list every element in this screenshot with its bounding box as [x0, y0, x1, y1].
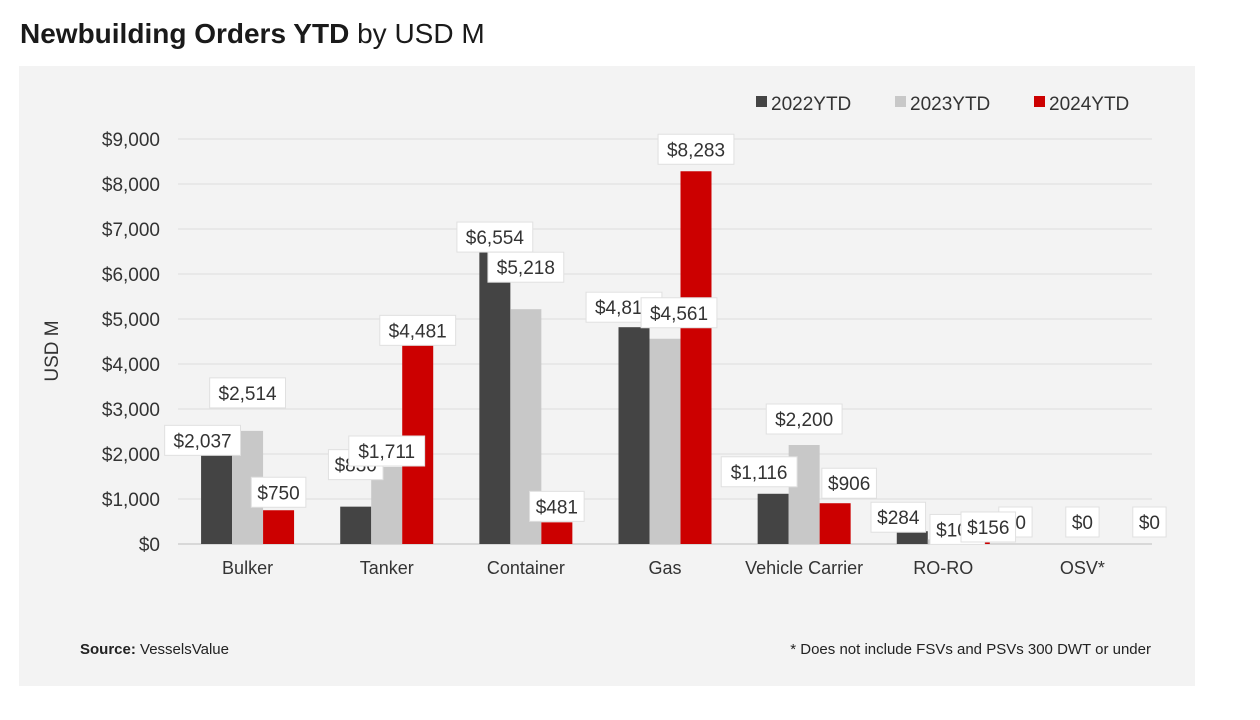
- bar: [757, 493, 789, 544]
- data-label-box: [164, 424, 241, 456]
- bar: [479, 249, 511, 544]
- bar: [649, 338, 681, 544]
- bar: [263, 510, 295, 544]
- legend-label: 2023YTD: [910, 94, 990, 115]
- data-label-box: [348, 435, 426, 467]
- legend-swatch: [756, 96, 767, 107]
- data-label-box: [821, 467, 877, 499]
- data-label-box: [456, 221, 534, 253]
- x-tick-label: Gas: [648, 558, 681, 578]
- chart-panel: [19, 66, 1195, 686]
- y-tick-label: $4,000: [102, 355, 160, 376]
- data-label-box: [640, 297, 718, 329]
- data-label-box: [1132, 506, 1167, 538]
- data-label: $1,116: [731, 463, 788, 484]
- chart-title-bold: Newbuilding Orders YTD: [20, 18, 350, 49]
- data-label: $481: [536, 497, 578, 518]
- source-value: VesselsValue: [140, 641, 229, 658]
- data-label-box: [487, 251, 565, 283]
- data-label: $284: [877, 508, 920, 529]
- y-tick-label: $2,000: [102, 445, 160, 466]
- data-label: $4,481: [389, 321, 447, 342]
- y-tick-label: $8,000: [102, 175, 160, 196]
- bar: [819, 503, 851, 544]
- data-label: $8,283: [667, 140, 725, 161]
- data-label-box: [209, 377, 286, 409]
- data-label-box: [657, 133, 735, 165]
- y-tick-label: $7,000: [102, 220, 160, 241]
- data-label-box: [960, 511, 1017, 543]
- data-label-box: [379, 314, 457, 346]
- y-tick-label: $9,000: [102, 130, 160, 151]
- data-label: $2,200: [775, 410, 833, 431]
- x-tick-label: OSV*: [1060, 558, 1105, 578]
- x-tick-label: RO-RO: [913, 558, 973, 578]
- data-label: $6,554: [466, 228, 525, 249]
- data-label: $2,514: [219, 384, 278, 405]
- x-tick-label: Bulker: [222, 558, 273, 578]
- x-tick-label: Vehicle Carrier: [745, 558, 863, 578]
- bar: [541, 522, 573, 544]
- y-tick-label: $3,000: [102, 400, 160, 421]
- data-label-box: [720, 456, 798, 488]
- data-label: $156: [967, 518, 1009, 539]
- bar: [618, 327, 650, 544]
- chart-title-unit: by USD M: [349, 18, 485, 49]
- data-label: $5,218: [497, 258, 555, 279]
- y-axis-title: USD M: [42, 320, 63, 381]
- legend-swatch: [1034, 96, 1045, 107]
- y-tick-label: $6,000: [102, 265, 160, 286]
- data-label: $0: [1072, 513, 1093, 534]
- footnote: * Does not include FSVs and PSVs 300 DWT…: [790, 641, 1151, 658]
- data-label-box: [529, 490, 585, 522]
- source-note: Source: VesselsValue: [80, 641, 229, 658]
- data-label-box: [1065, 506, 1100, 538]
- data-label-box: [870, 501, 927, 533]
- bar: [680, 171, 712, 544]
- data-label: $906: [828, 474, 870, 495]
- data-label: $0: [1139, 513, 1160, 534]
- source-label: Source:: [80, 641, 136, 658]
- y-tick-label: $5,000: [102, 310, 160, 331]
- x-tick-label: Container: [487, 558, 565, 578]
- bar: [896, 531, 928, 544]
- data-label: $2,037: [174, 431, 232, 452]
- legend-label: 2024YTD: [1049, 94, 1129, 115]
- data-label-box: [765, 403, 843, 435]
- data-label: $1,711: [358, 442, 415, 463]
- chart-title: Newbuilding Orders YTD by USD M: [20, 18, 485, 50]
- x-tick-label: Tanker: [360, 558, 414, 578]
- data-label: $750: [257, 483, 299, 504]
- data-label: $4,561: [650, 304, 708, 325]
- bar: [340, 506, 372, 544]
- y-tick-label: $0: [139, 535, 160, 556]
- data-label: $4,818: [595, 298, 653, 319]
- data-label-box: [250, 476, 307, 508]
- y-tick-label: $1,000: [102, 490, 160, 511]
- legend-swatch: [895, 96, 906, 107]
- legend-label: 2022YTD: [771, 94, 851, 115]
- bar: [201, 452, 233, 544]
